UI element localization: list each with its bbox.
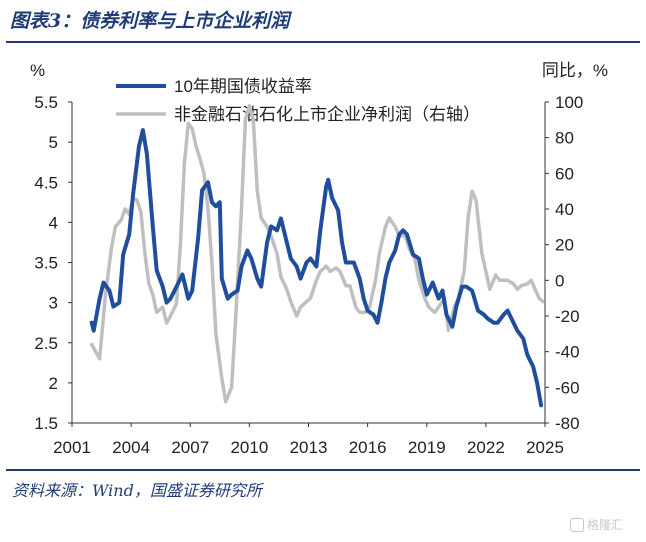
- x-tick-label: 2013: [290, 438, 328, 457]
- source-note: 资料来源：Wind，国盛证券研究所: [12, 481, 262, 500]
- x-tick-label: 2004: [112, 438, 150, 457]
- right-tick-label: 20: [555, 236, 574, 255]
- page-title: 图表3：债券利率与上市企业利润: [10, 10, 290, 32]
- series-line-profit-growth: [89, 103, 545, 404]
- right-tick-label: 40: [555, 200, 574, 219]
- left-tick-label: 1.5: [34, 414, 58, 433]
- x-tick-label: 2007: [171, 438, 209, 457]
- right-tick-label: 80: [555, 129, 574, 148]
- legend-label-bond-yield: 10年期国债收益率: [174, 77, 312, 96]
- watermark-logo-icon: [570, 518, 584, 532]
- left-unit-label: %: [30, 61, 45, 80]
- left-tick-label: 4: [49, 213, 58, 232]
- dual-axis-line-chart: 1.5 2 2.5 3 3.5 4 4.5 5 5.5 -80 -60 -40 -20 0 20 40 60 80…: [30, 61, 608, 457]
- chart-axes: 1.5 2 2.5 3 3.5 4 4.5 5 5.5 -80 -60 -40 -20 0 20 40 60 80…: [30, 61, 608, 457]
- watermark: 格隆汇: [570, 516, 623, 533]
- right-tick-label: -60: [555, 378, 580, 397]
- x-tick-label: 2010: [230, 438, 268, 457]
- left-tick-label: 2: [49, 374, 58, 393]
- footer-divider: [6, 469, 640, 471]
- right-unit-label: 同比，%: [542, 61, 608, 80]
- x-tick-label: 2019: [408, 438, 446, 457]
- x-tick-label: 2016: [349, 438, 387, 457]
- chart-lines: [89, 103, 545, 408]
- right-tick-label: -20: [555, 307, 580, 326]
- right-tick-label: 60: [555, 164, 574, 183]
- title-divider: [6, 41, 640, 43]
- left-tick-label: 4.5: [34, 173, 58, 192]
- right-tick-label: -40: [555, 343, 580, 362]
- left-tick-label: 5: [49, 133, 58, 152]
- watermark-text: 格隆汇: [587, 518, 624, 532]
- series-line-bond-yield: [89, 128, 544, 408]
- x-tick-label: 2001: [53, 438, 91, 457]
- x-tick-label: 2025: [526, 438, 564, 457]
- right-tick-label: 100: [555, 93, 583, 112]
- left-tick-label: 2.5: [34, 334, 58, 353]
- left-tick-label: 3: [49, 294, 58, 313]
- left-tick-label: 5.5: [34, 93, 58, 112]
- right-tick-label: 0: [555, 271, 564, 290]
- left-tick-label: 3.5: [34, 254, 58, 273]
- x-tick-label: 2022: [467, 438, 505, 457]
- right-tick-label: -80: [555, 414, 580, 433]
- legend-label-profit-growth: 非金融石油石化上市企业净利润（右轴）: [174, 105, 480, 124]
